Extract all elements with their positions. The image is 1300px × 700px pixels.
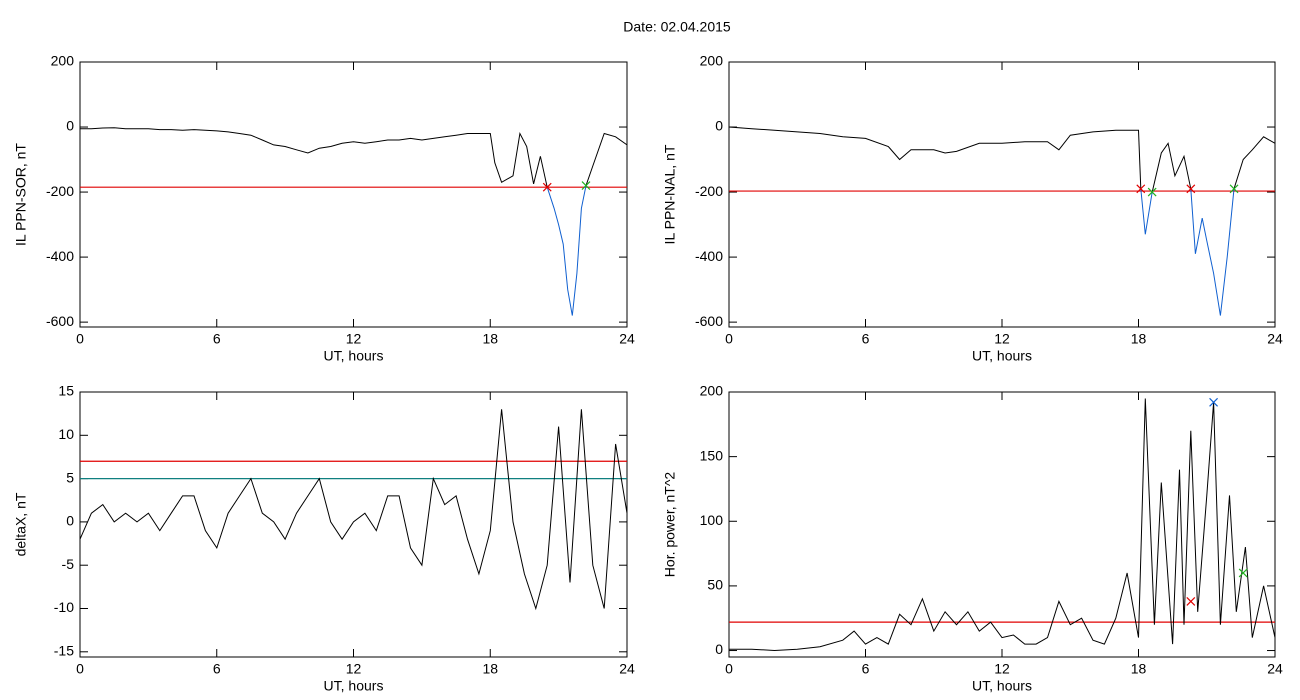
x-tick-label: 18	[482, 661, 498, 677]
y-axis-label: IL PPN-NAL, nT	[662, 144, 678, 244]
x-tick-label: 6	[862, 331, 870, 347]
x-tick-label: 24	[619, 331, 635, 347]
marker-stroke	[1238, 568, 1248, 578]
x-tick-label: 0	[725, 661, 733, 677]
data-line	[1233, 136, 1276, 189]
y-tick-label: 0	[715, 641, 723, 657]
y-tick-label: 50	[707, 577, 723, 593]
x-tick-label: 0	[76, 331, 84, 347]
data-line	[1190, 188, 1235, 316]
y-tick-label: 0	[66, 118, 74, 134]
marker	[542, 182, 552, 192]
x-tick-label: 6	[213, 331, 221, 347]
x-tick-label: 12	[994, 661, 1010, 677]
data-line	[80, 127, 548, 188]
x-tick-label: 24	[1267, 661, 1283, 677]
marker	[1186, 596, 1196, 606]
data-line	[728, 126, 1142, 189]
marker	[1229, 184, 1239, 194]
y-tick-label: -200	[46, 183, 74, 199]
x-tick-label: 24	[619, 661, 635, 677]
plot-frame	[79, 61, 628, 328]
y-tick-label: 5	[66, 469, 74, 485]
y-tick-label: 0	[715, 118, 723, 134]
y-tick-label: -200	[695, 183, 723, 199]
x-tick-label: 18	[1131, 661, 1147, 677]
data-line	[79, 409, 628, 611]
y-tick-label: -10	[54, 599, 74, 615]
data-line	[729, 398, 1276, 652]
y-tick-label: 200	[700, 383, 724, 399]
y-tick-label: -5	[62, 556, 75, 572]
y-tick-label: -400	[46, 248, 74, 264]
marker-stroke	[1186, 596, 1196, 606]
y-axis-label: deltaX, nT	[13, 492, 29, 556]
marker-stroke	[1209, 397, 1218, 407]
marker-stroke	[1229, 184, 1239, 194]
x-tick-label: 18	[1131, 331, 1147, 347]
marker-stroke	[1147, 187, 1157, 197]
y-tick-label: 0	[66, 513, 74, 529]
y-tick-label: 15	[58, 383, 74, 399]
marker-stroke	[1136, 184, 1146, 194]
x-tick-label: 12	[346, 661, 362, 677]
data-line	[585, 132, 628, 186]
data-line	[546, 185, 587, 316]
marker-stroke	[542, 182, 552, 192]
y-tick-label: -600	[695, 313, 723, 329]
x-tick-label: 18	[482, 331, 498, 347]
marker	[1147, 187, 1157, 197]
plot-frame	[728, 391, 1276, 658]
figure-title: Date: 02.04.2015	[623, 19, 731, 35]
marker	[581, 181, 591, 190]
marker	[1238, 568, 1248, 578]
x-tick-label: 0	[76, 661, 84, 677]
x-tick-label: 0	[725, 331, 733, 347]
plot-frame	[79, 391, 628, 658]
x-axis-label: UT, hours	[972, 348, 1032, 364]
marker-stroke	[581, 181, 591, 190]
marker	[1186, 184, 1196, 194]
x-tick-label: 6	[862, 661, 870, 677]
y-axis-label: IL PPN-SOR, nT	[13, 143, 29, 246]
y-tick-label: 200	[700, 53, 724, 69]
marker	[1209, 397, 1218, 407]
plot-frame	[728, 61, 1276, 328]
y-tick-label: 200	[51, 53, 75, 69]
x-tick-label: 12	[994, 331, 1010, 347]
y-tick-label: -600	[46, 313, 74, 329]
y-tick-label: 150	[700, 447, 724, 463]
y-axis-label: Hor. power, nT^2	[662, 472, 678, 578]
y-tick-label: 100	[700, 512, 724, 528]
x-axis-label: UT, hours	[324, 348, 384, 364]
x-tick-label: 12	[346, 331, 362, 347]
x-tick-label: 6	[213, 661, 221, 677]
x-axis-label: UT, hours	[972, 678, 1032, 694]
data-line	[1140, 188, 1153, 235]
x-tick-label: 24	[1267, 331, 1283, 347]
data-line	[1151, 142, 1192, 193]
y-tick-label: 10	[58, 426, 74, 442]
y-tick-label: -15	[54, 643, 74, 659]
y-tick-label: -400	[695, 248, 723, 264]
marker	[1136, 184, 1146, 194]
marker-stroke	[1186, 184, 1196, 194]
x-axis-label: UT, hours	[324, 678, 384, 694]
